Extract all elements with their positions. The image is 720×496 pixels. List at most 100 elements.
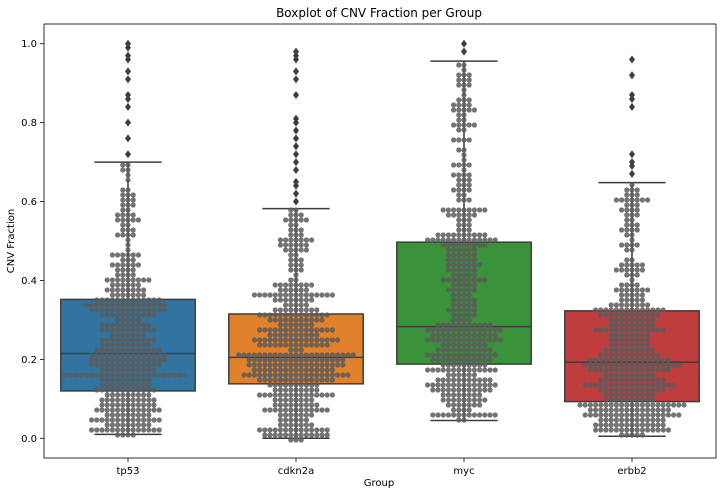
swarm-point bbox=[293, 277, 299, 283]
swarm-point bbox=[461, 327, 467, 333]
swarm-point bbox=[293, 437, 299, 443]
swarm-point bbox=[629, 367, 635, 373]
swarm-point bbox=[257, 377, 263, 383]
swarm-point bbox=[435, 352, 441, 358]
swarm-point bbox=[293, 432, 299, 438]
swarm-point bbox=[608, 387, 614, 393]
swarm-point bbox=[298, 212, 304, 218]
outlier-marker bbox=[293, 47, 299, 56]
swarm-point bbox=[624, 217, 630, 223]
swarm-point bbox=[94, 372, 100, 378]
swarm-point bbox=[645, 352, 651, 358]
swarm-point bbox=[309, 307, 315, 313]
swarm-point bbox=[471, 282, 477, 288]
swarm-point bbox=[288, 287, 294, 293]
swarm-point bbox=[440, 337, 446, 343]
swarm-point bbox=[603, 382, 609, 388]
swarm-point bbox=[298, 232, 304, 238]
swarm-point bbox=[456, 267, 462, 273]
swarm-point bbox=[639, 292, 646, 298]
swarm-point bbox=[288, 267, 294, 273]
swarm-point bbox=[456, 407, 462, 413]
swarm-point bbox=[445, 347, 451, 353]
swarm-point bbox=[120, 197, 126, 203]
swarm-point bbox=[451, 102, 457, 108]
swarm-point bbox=[482, 347, 488, 353]
swarm-point bbox=[257, 392, 263, 398]
swarm-point bbox=[182, 372, 188, 378]
swarm-point bbox=[120, 212, 126, 218]
swarm-point bbox=[466, 82, 472, 88]
swarm-point bbox=[267, 367, 273, 373]
swarm-point bbox=[613, 312, 620, 318]
swarm-point bbox=[629, 387, 635, 393]
swarm-point bbox=[660, 377, 666, 383]
swarm-point bbox=[624, 322, 630, 328]
swarm-point bbox=[115, 362, 121, 368]
swarm-point bbox=[130, 212, 136, 218]
swarm-point bbox=[141, 337, 147, 343]
swarm-point bbox=[293, 372, 299, 378]
swarm-point bbox=[135, 397, 141, 403]
swarm-point bbox=[120, 222, 126, 228]
swarm-point bbox=[288, 252, 294, 258]
swarm-point bbox=[608, 362, 614, 368]
swarm-point bbox=[577, 402, 583, 408]
swarm-point bbox=[309, 392, 315, 398]
swarm-point bbox=[629, 392, 635, 398]
swarm-point bbox=[619, 397, 625, 403]
swarm-point bbox=[104, 352, 110, 358]
swarm-point bbox=[272, 377, 278, 383]
swarm-point bbox=[288, 357, 294, 363]
swarm-point bbox=[456, 272, 462, 278]
swarm-point bbox=[624, 407, 630, 413]
swarm-point bbox=[99, 327, 105, 333]
outlier-marker bbox=[125, 75, 131, 84]
swarm-point bbox=[461, 207, 467, 213]
swarm-point bbox=[288, 327, 294, 333]
swarm-point bbox=[456, 137, 462, 143]
outlier-marker bbox=[125, 39, 131, 48]
outlier-marker bbox=[125, 91, 131, 100]
swarm-point bbox=[487, 382, 493, 388]
swarm-point bbox=[629, 217, 635, 223]
swarm-point bbox=[293, 247, 299, 253]
swarm-point bbox=[288, 292, 294, 298]
swarm-point bbox=[141, 387, 147, 393]
swarm-point bbox=[303, 337, 309, 343]
swarm-point bbox=[146, 427, 152, 433]
swarm-point bbox=[624, 357, 630, 363]
swarm-point bbox=[487, 332, 493, 338]
swarm-point bbox=[272, 432, 278, 438]
swarm-point bbox=[251, 337, 257, 343]
swarm-point bbox=[619, 392, 625, 398]
swarm-point bbox=[466, 412, 472, 418]
swarm-point bbox=[120, 232, 126, 238]
swarm-point bbox=[324, 312, 330, 318]
swarm-point bbox=[435, 357, 441, 363]
swarm-point bbox=[456, 277, 462, 283]
swarm-point bbox=[109, 252, 115, 258]
swarm-point bbox=[314, 342, 320, 348]
swarm-point bbox=[451, 212, 457, 218]
swarm-point bbox=[624, 312, 630, 318]
swarm-point bbox=[608, 307, 614, 313]
swarm-point bbox=[283, 337, 289, 343]
swarm-point bbox=[309, 342, 315, 348]
swarm-point bbox=[487, 327, 493, 333]
swarm-point bbox=[151, 397, 157, 403]
swarm-point bbox=[141, 397, 147, 403]
swarm-point bbox=[262, 357, 268, 363]
swarm-point bbox=[135, 277, 141, 283]
swarm-point bbox=[277, 287, 283, 293]
swarm-point bbox=[141, 367, 147, 373]
swarm-point bbox=[120, 262, 126, 268]
swarm-point bbox=[303, 362, 309, 368]
swarm-point bbox=[456, 77, 462, 83]
swarm-point bbox=[456, 322, 462, 328]
swarm-point bbox=[634, 302, 640, 308]
swarm-point bbox=[466, 182, 472, 188]
swarm-point bbox=[146, 337, 152, 343]
outlier-marker bbox=[293, 91, 299, 100]
